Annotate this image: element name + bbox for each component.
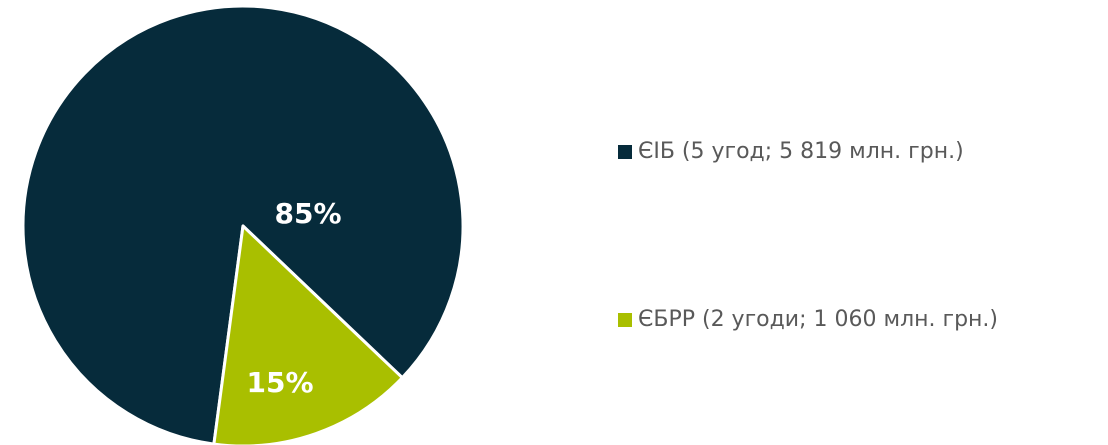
legend-swatch: [618, 313, 632, 327]
legend-label: ЄІБ (5 угод; 5 819 млн. грн.): [638, 139, 964, 164]
legend-label: ЄБРР (2 угоди; 1 060 млн. грн.): [638, 307, 998, 332]
legend-swatch: [618, 145, 632, 159]
value-label: 15%: [246, 366, 313, 399]
value-label: 85%: [274, 197, 341, 230]
pie-slice: [212, 224, 404, 445]
